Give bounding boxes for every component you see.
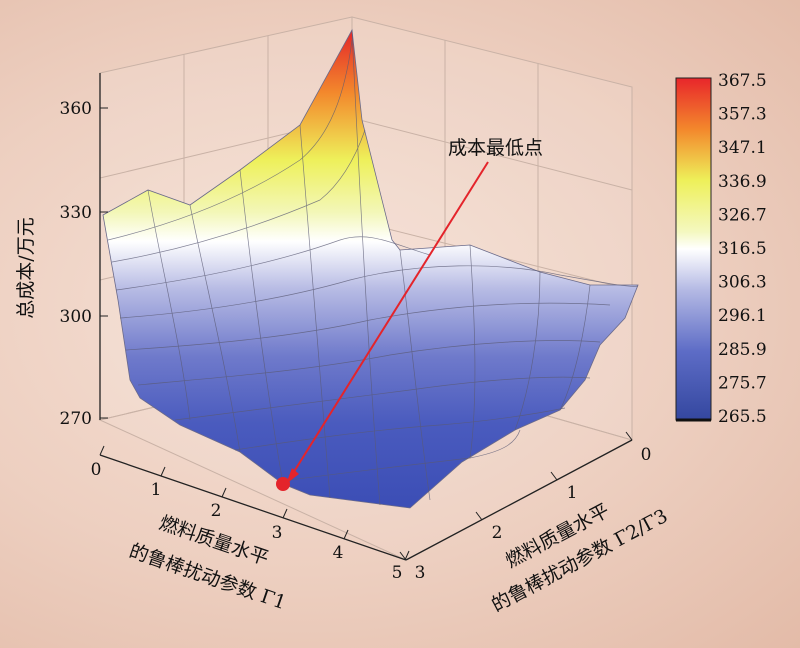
colorbar-gradient [675, 77, 712, 421]
x-tick-label: 0 [91, 460, 102, 480]
x-tick-label: 1 [151, 480, 162, 500]
y-tick-label: 0 [641, 445, 652, 465]
colorbar-tick-label: 367.5 [718, 71, 767, 91]
z-tick-label: 330 [60, 203, 92, 223]
z-tick-label: 360 [60, 99, 92, 119]
colorbar-tick-label: 306.3 [718, 273, 767, 293]
y-tick-label: 3 [415, 563, 426, 583]
min-cost-point [276, 477, 290, 491]
colorbar-tick-label: 347.1 [718, 138, 767, 158]
colorbar-tick-label: 357.3 [718, 105, 767, 125]
colorbar-tick-label: 336.9 [718, 172, 767, 192]
colorbar: 367.5 357.3 347.1 336.9 326.7 316.5 306.3 296.1… [675, 71, 767, 427]
x-tick-label: 5 [392, 563, 403, 583]
colorbar-tick-label: 326.7 [718, 205, 767, 225]
y-tick-label: 1 [567, 483, 578, 503]
min-annotation: 成本最低点 [276, 137, 543, 491]
y-tick-label: 2 [492, 523, 503, 543]
x-tick-label: 2 [211, 501, 222, 521]
x-tick-label: 3 [272, 523, 283, 543]
z-axis: 360 330 300 270 总成本/万元 [15, 73, 108, 429]
surface-body [102, 28, 639, 509]
z-tick-label: 300 [60, 307, 92, 327]
colorbar-tick-label: 265.5 [718, 407, 767, 427]
colorbar-tick-label: 285.9 [718, 340, 767, 360]
colorbar-tick-label: 275.7 [718, 373, 767, 393]
colorbar-tick-label: 296.1 [718, 306, 767, 326]
annotation-text: 成本最低点 [448, 137, 543, 159]
z-tick-label: 270 [60, 409, 92, 429]
z-axis-label: 总成本/万元 [15, 217, 37, 318]
surface [102, 28, 639, 509]
colorbar-tick-label: 316.5 [718, 239, 767, 259]
x-tick-label: 4 [333, 543, 344, 563]
